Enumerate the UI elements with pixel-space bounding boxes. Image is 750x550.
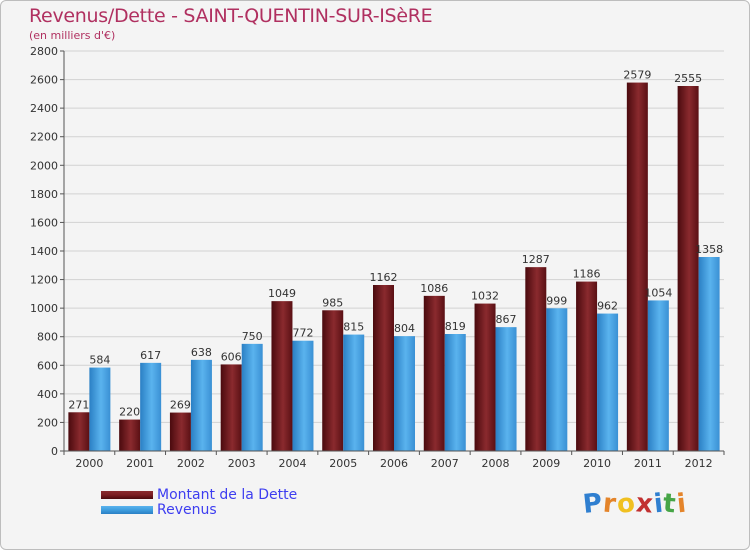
bar-revenus [394,336,415,451]
bar-dette [169,412,191,451]
bar-dette [474,303,496,451]
bar-dette [576,281,598,451]
bar-dette [423,295,445,451]
legend-label-revenus: Revenus [157,501,217,518]
value-label-dette: 269 [170,399,191,412]
value-label-revenus: 617 [140,349,161,362]
y-tick-label: 2600 [30,74,58,87]
value-label-revenus: 804 [394,322,415,335]
bar-revenus [444,334,466,451]
bar-dette [271,301,293,451]
bar-revenus [190,359,212,451]
y-tick-label: 800 [37,331,58,344]
logo-letter: i [675,488,689,520]
value-label-dette: 1162 [370,271,398,284]
value-label-dette: 1186 [573,268,601,281]
bar-revenus [343,334,365,451]
bar-revenus [698,257,720,451]
logo-letter: x [634,488,655,520]
y-tick-label: 400 [37,388,58,401]
x-tick-label: 2002 [177,457,205,470]
value-label-revenus: 1054 [644,286,672,299]
y-tick-label: 1000 [30,302,58,315]
value-label-revenus: 819 [445,320,466,333]
proxiti-logo: Proxiti [581,488,689,520]
x-tick-label: 2008 [482,457,510,470]
value-label-revenus: 1358 [695,243,723,256]
bar-revenus [89,367,111,451]
y-tick-label: 1600 [30,216,58,229]
bar-dette [525,267,547,451]
legend-swatch-dette [101,490,153,499]
x-tick-label: 2004 [278,457,306,470]
bar-dette [68,412,90,451]
x-tick-label: 2005 [329,457,357,470]
value-label-dette: 1287 [522,253,550,266]
chart-subtitle: (en milliers d'€) [29,29,116,42]
value-label-dette: 220 [119,406,140,419]
y-tick-label: 1400 [30,245,58,258]
bar-dette [626,82,648,452]
value-label-revenus: 584 [89,354,110,367]
x-tick-label: 2009 [532,457,560,470]
bar-revenus [140,362,162,451]
value-label-dette: 2579 [623,69,651,82]
y-tick-label: 0 [51,445,58,458]
y-tick-label: 2200 [30,131,58,144]
value-label-revenus: 638 [191,346,212,359]
value-label-dette: 1086 [420,282,448,295]
y-tick-label: 1200 [30,274,58,287]
bar-dette [677,86,699,451]
value-label-dette: 985 [322,296,343,309]
chart-title: Revenus/Dette - SAINT-QUENTIN-SUR-ISèRE [29,5,433,27]
value-label-dette: 606 [221,350,242,363]
value-label-dette: 271 [68,398,89,411]
x-tick-label: 2010 [583,457,611,470]
bar-revenus [597,313,619,451]
bar-revenus [647,300,669,451]
x-tick-label: 2001 [126,457,154,470]
value-label-revenus: 772 [292,327,313,340]
bar-dette [220,364,242,451]
y-tick-label: 200 [37,416,58,429]
x-tick-label: 2011 [634,457,662,470]
y-tick-label: 2800 [30,45,58,58]
x-tick-label: 2000 [75,457,103,470]
legend-item-dette: Montant de la Dette [101,486,298,503]
bar-dette [322,310,344,451]
legend-swatch-revenus [101,505,153,514]
value-label-revenus: 962 [597,300,618,313]
x-tick-label: 2003 [228,457,256,470]
bar-revenus [292,340,314,451]
bar-revenus [546,308,568,451]
value-label-dette: 2555 [674,72,702,85]
y-tick-label: 2000 [30,159,58,172]
value-label-revenus: 999 [546,294,567,307]
x-tick-label: 2012 [685,457,713,470]
value-label-dette: 1032 [471,290,499,303]
value-label-revenus: 815 [343,321,364,334]
bar-dette [119,419,141,451]
y-tick-label: 600 [37,359,58,372]
legend-label-dette: Montant de la Dette [157,486,298,503]
value-label-revenus: 750 [242,330,263,343]
bar-revenus [495,327,517,451]
bar-revenus [241,343,263,451]
y-tick-label: 2400 [30,102,58,115]
x-tick-label: 2007 [431,457,459,470]
y-tick-label: 1800 [30,188,58,201]
legend-item-revenus: Revenus [101,501,297,518]
value-label-revenus: 867 [496,313,517,326]
bar-dette [373,285,394,451]
x-tick-label: 2006 [380,457,408,470]
legend: Montant de la Dette Revenus [101,486,298,518]
value-label-dette: 1049 [268,287,296,300]
